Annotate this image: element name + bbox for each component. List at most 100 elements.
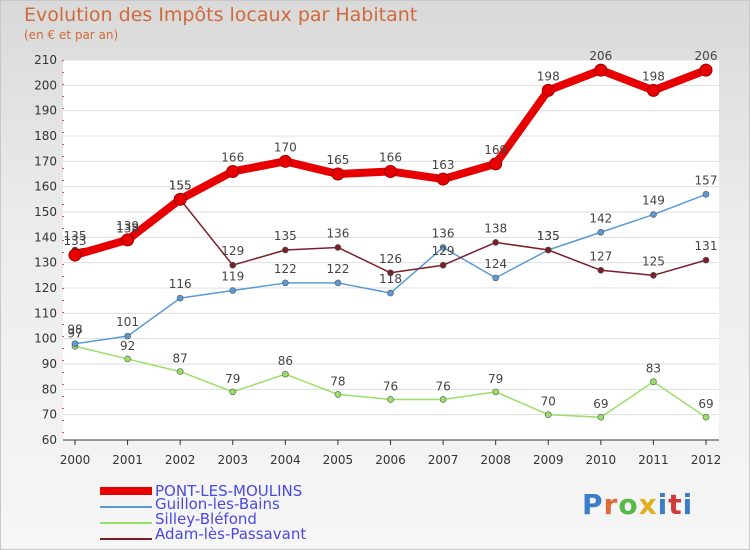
logo-letter: r [603, 488, 619, 521]
y-tick-label: 90 [42, 357, 57, 371]
data-point [702, 190, 710, 198]
data-label: 78 [330, 374, 345, 388]
data-label: 129 [432, 244, 455, 258]
data-point [176, 294, 184, 302]
logo-letter: i [657, 488, 669, 521]
proxiti-logo: Proxiti [582, 488, 693, 521]
data-label: 98 [67, 323, 82, 337]
data-point [439, 396, 447, 403]
y-tick-label: 190 [34, 104, 57, 118]
data-label: 206 [695, 49, 718, 63]
legend-label: Guillon-les-Bains [155, 495, 280, 513]
data-point [226, 164, 240, 178]
data-label: 101 [116, 315, 139, 329]
legend-label: Silley-Bléfond [155, 510, 257, 528]
data-label: 157 [695, 173, 718, 187]
data-point [702, 413, 710, 421]
data-label: 135 [64, 229, 87, 243]
data-point [492, 274, 499, 282]
data-label: 166 [379, 150, 402, 164]
x-tick-label: 2008 [480, 453, 511, 467]
x-tick-label: 2003 [217, 453, 248, 467]
data-label: 92 [120, 339, 135, 353]
data-point [124, 332, 131, 340]
data-point [282, 279, 289, 287]
data-point [492, 388, 499, 396]
data-point [597, 413, 605, 421]
x-tick-label: 2005 [323, 453, 354, 467]
data-label: 163 [432, 158, 455, 172]
data-label: 131 [695, 239, 718, 253]
data-label: 97 [67, 326, 82, 340]
data-label: 116 [169, 277, 192, 291]
data-label: 70 [541, 395, 556, 409]
data-label: 83 [646, 362, 661, 376]
x-tick-label: 2009 [533, 453, 564, 467]
data-label: 198 [537, 69, 560, 83]
data-point [489, 157, 503, 171]
x-tick-label: 2001 [112, 453, 143, 467]
plot-area [63, 60, 719, 440]
data-label: 133 [64, 234, 87, 248]
legend-label: PONT-LES-MOULINS [155, 482, 303, 500]
data-point [650, 272, 657, 279]
data-label: 135 [537, 229, 560, 243]
data-point [699, 63, 713, 77]
data-label: 170 [274, 140, 297, 154]
data-point [282, 246, 289, 254]
data-label: 155 [169, 178, 192, 192]
data-label: 79 [225, 372, 240, 386]
y-tick-label: 60 [42, 433, 57, 447]
y-tick-label: 170 [34, 154, 57, 168]
x-tick-label: 2004 [270, 453, 301, 467]
data-label: 124 [484, 257, 507, 271]
data-label: 86 [278, 354, 293, 368]
data-point [702, 256, 710, 264]
legend-swatch [100, 487, 152, 495]
data-point [68, 248, 82, 262]
logo-letter: P [582, 488, 604, 521]
x-tick-label: 2000 [60, 453, 91, 467]
data-point [544, 411, 552, 418]
data-point [387, 269, 394, 277]
data-point [387, 396, 394, 403]
data-point [541, 83, 555, 97]
data-label: 119 [221, 270, 244, 284]
data-label: 127 [589, 249, 612, 263]
y-tick-label: 140 [34, 230, 57, 244]
y-tick-label: 120 [34, 281, 57, 295]
data-label: 129 [221, 244, 244, 258]
legend-label: Adam-lès-Passavant [155, 525, 307, 543]
data-label: 142 [589, 211, 612, 225]
y-tick-label: 80 [42, 382, 57, 396]
data-point [439, 244, 447, 251]
y-tick-label: 200 [34, 78, 57, 92]
data-point [597, 228, 605, 236]
data-label: 122 [326, 262, 349, 276]
logo-letter: x [638, 488, 658, 521]
data-label: 76 [435, 379, 450, 393]
y-tick-label: 130 [34, 256, 57, 270]
data-label: 135 [274, 229, 297, 243]
data-label: 138 [116, 221, 139, 235]
data-point [650, 378, 657, 386]
legend-swatch [100, 522, 152, 524]
data-label: 206 [589, 49, 612, 63]
data-label: 139 [116, 219, 139, 233]
data-label: 165 [326, 153, 349, 167]
data-label: 138 [484, 221, 507, 235]
x-tick-label: 2007 [428, 453, 459, 467]
data-label: 76 [383, 379, 398, 393]
data-label: 169 [484, 143, 507, 157]
data-label: 69 [593, 397, 608, 411]
x-tick-label: 2006 [375, 453, 406, 467]
x-tick-label: 2010 [586, 453, 617, 467]
legend-swatch [100, 538, 152, 540]
data-label: 155 [169, 178, 192, 192]
logo-letter: o [618, 488, 639, 521]
data-point [334, 279, 342, 287]
data-point [492, 239, 499, 246]
data-label: 198 [642, 69, 665, 83]
data-label: 118 [379, 272, 402, 286]
y-tick-label: 180 [34, 129, 57, 143]
